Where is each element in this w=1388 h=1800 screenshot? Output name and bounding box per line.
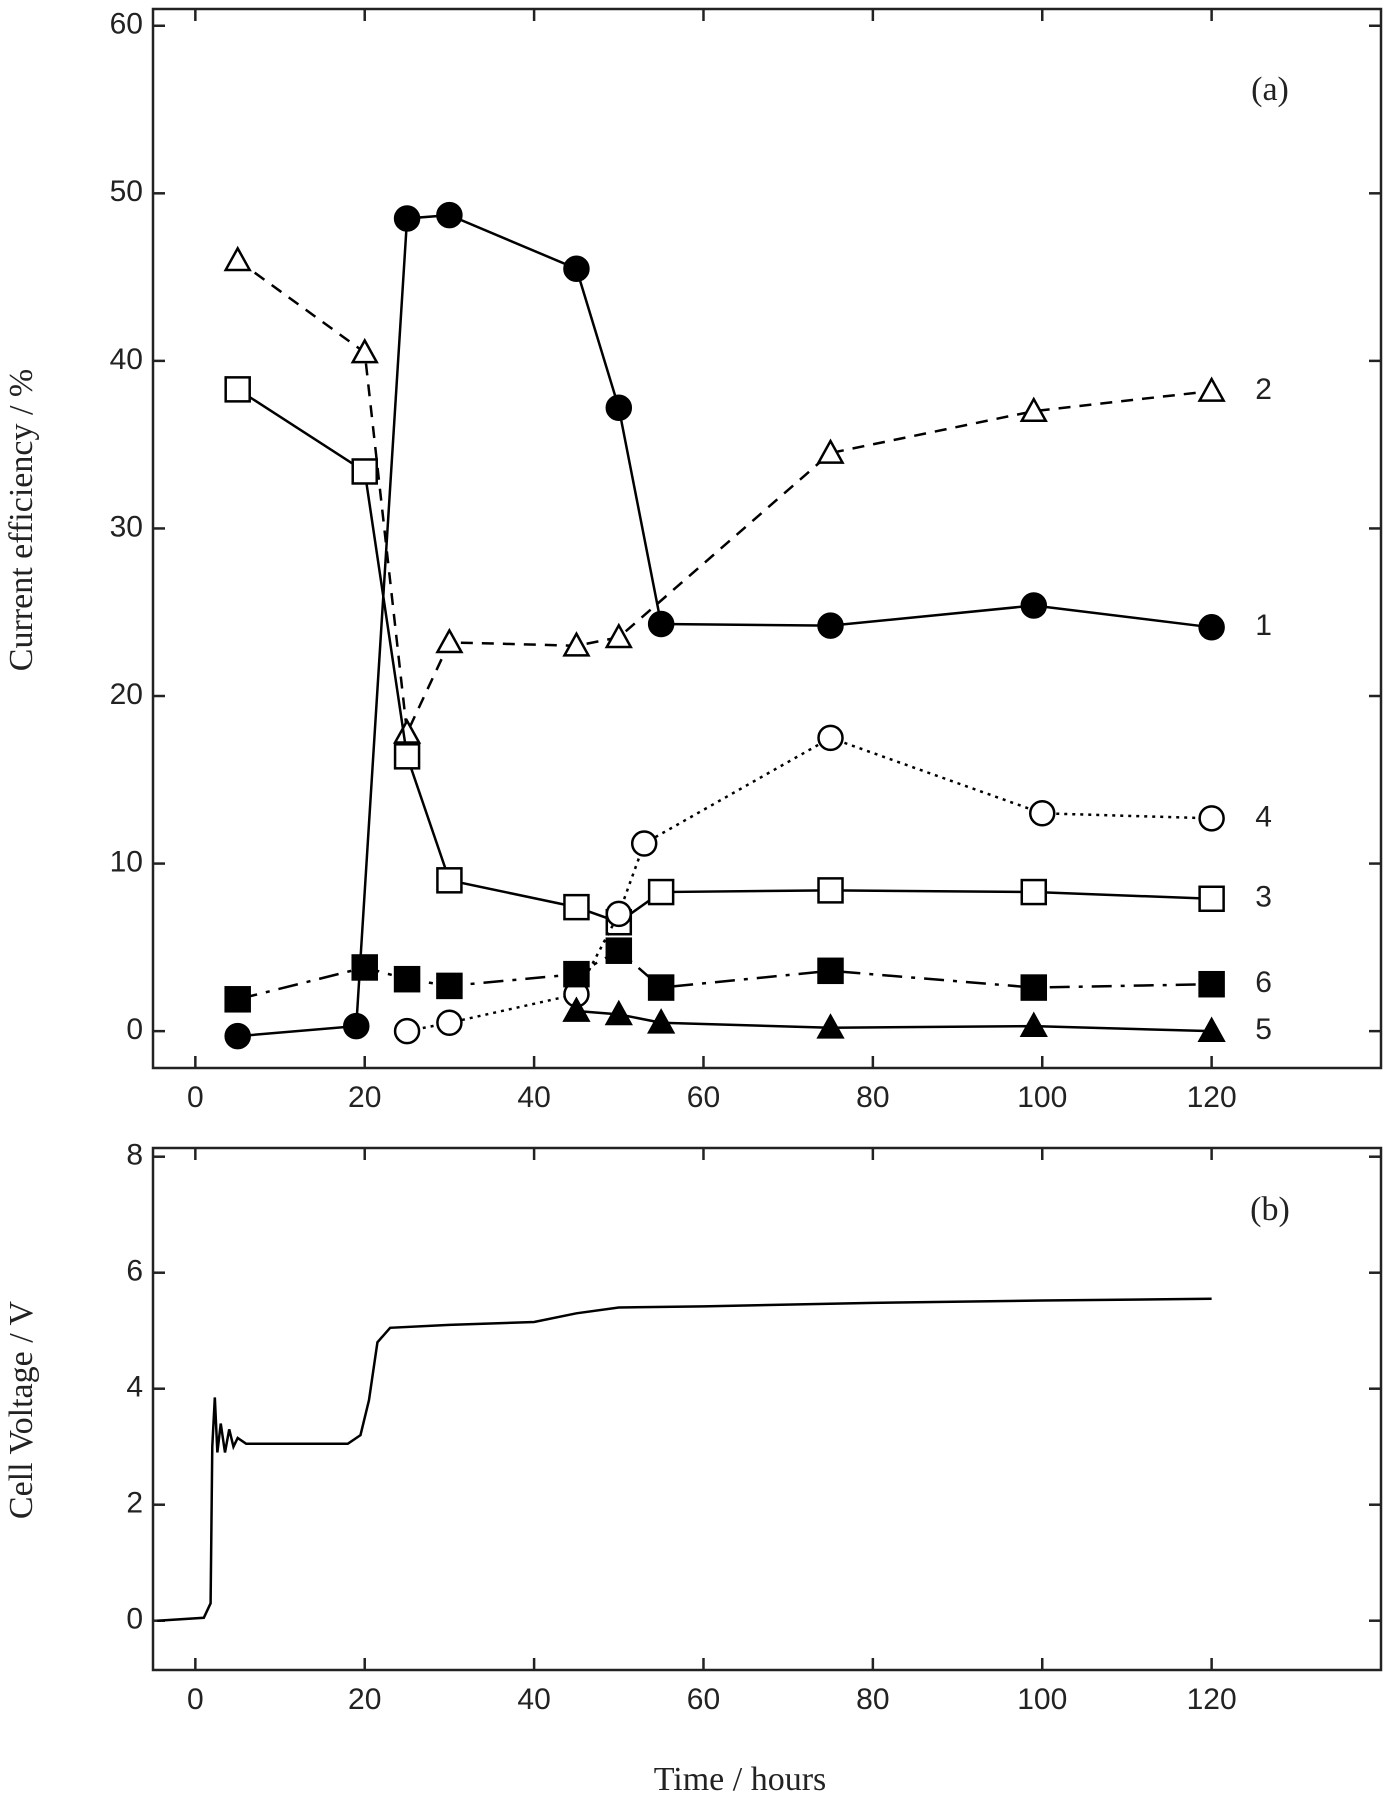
- marker: [435, 627, 464, 654]
- x-axis-title: Time / hours: [654, 1761, 827, 1798]
- x-tick-label: 0: [187, 1683, 204, 1716]
- y-tick-label: 4: [126, 1371, 143, 1404]
- marker: [343, 1012, 370, 1040]
- series-line: [237, 388, 1212, 924]
- y-tick-label: 0: [126, 1603, 143, 1636]
- marker: [1198, 614, 1225, 641]
- marker: [647, 610, 675, 638]
- series-label: 2: [1255, 373, 1272, 406]
- marker: [392, 718, 422, 744]
- x-tick-label: 40: [517, 1683, 550, 1716]
- marker: [1197, 376, 1226, 402]
- plot-frame: [151, 1146, 1383, 1672]
- marker: [1198, 885, 1225, 913]
- marker: [1020, 974, 1048, 1001]
- y-tick-label: 8: [126, 1139, 143, 1172]
- y-tick-label: 2: [126, 1487, 143, 1520]
- marker: [605, 394, 633, 422]
- marker: [1019, 1011, 1048, 1037]
- marker: [1197, 1016, 1226, 1042]
- marker: [1019, 396, 1048, 423]
- marker: [436, 1009, 463, 1037]
- marker: [436, 867, 463, 894]
- series-line: [237, 949, 1212, 1001]
- x-tick-label: 120: [1187, 1683, 1237, 1716]
- marker: [393, 965, 421, 993]
- marker: [1020, 592, 1048, 619]
- panel-label: (a): [1251, 71, 1289, 108]
- series-line: [237, 213, 1212, 1038]
- marker: [562, 631, 591, 657]
- marker: [351, 458, 378, 485]
- marker: [563, 255, 590, 282]
- series-line: [157, 1297, 1212, 1622]
- series-label: 3: [1255, 881, 1272, 914]
- y-tick-label: 60: [110, 8, 143, 41]
- marker: [1028, 800, 1056, 827]
- marker: [816, 438, 845, 464]
- y-tick-label: 0: [126, 1013, 143, 1046]
- marker: [563, 893, 590, 921]
- marker: [817, 724, 844, 752]
- marker: [436, 201, 463, 229]
- marker: [1020, 878, 1048, 906]
- y-axis-title: Cell Voltage / V: [3, 1300, 40, 1519]
- x-tick-label: 40: [517, 1081, 550, 1114]
- marker: [393, 743, 421, 770]
- marker: [393, 205, 421, 232]
- marker: [647, 878, 675, 906]
- x-tick-label: 60: [687, 1683, 720, 1716]
- y-tick-label: 6: [126, 1255, 143, 1288]
- x-tick-label: 80: [856, 1081, 889, 1114]
- marker: [393, 1017, 421, 1045]
- y-tick-label: 10: [110, 845, 143, 878]
- x-tick-label: 100: [1017, 1683, 1067, 1716]
- x-tick-label: 100: [1017, 1081, 1067, 1114]
- series-line: [406, 736, 1212, 1033]
- x-tick-label: 120: [1187, 1081, 1237, 1114]
- marker: [817, 877, 844, 904]
- marker: [630, 830, 658, 857]
- y-tick-label: 30: [110, 510, 143, 543]
- marker: [436, 972, 463, 1000]
- series-label: 5: [1255, 1013, 1272, 1046]
- x-tick-label: 20: [348, 1081, 381, 1114]
- x-tick-label: 0: [187, 1081, 204, 1114]
- marker: [605, 937, 633, 964]
- marker: [563, 960, 590, 988]
- y-tick-label: 50: [110, 175, 143, 208]
- marker: [647, 1008, 676, 1034]
- plot-frame: [151, 7, 1383, 1070]
- panel-label: (b): [1250, 1191, 1290, 1228]
- marker: [817, 612, 844, 639]
- marker: [604, 622, 633, 649]
- marker: [350, 337, 379, 364]
- y-tick-label: 40: [110, 343, 143, 376]
- marker: [351, 954, 378, 981]
- marker: [604, 999, 633, 1026]
- x-tick-label: 60: [687, 1081, 720, 1114]
- marker: [816, 1013, 845, 1039]
- marker: [224, 986, 251, 1013]
- marker: [647, 974, 675, 1001]
- x-tick-label: 80: [856, 1683, 889, 1716]
- marker: [817, 957, 844, 985]
- series-label: 1: [1255, 609, 1272, 642]
- marker: [224, 1022, 251, 1050]
- marker: [605, 900, 633, 928]
- x-tick-label: 20: [348, 1683, 381, 1716]
- marker: [224, 376, 251, 403]
- marker: [562, 996, 591, 1022]
- series-label: 4: [1255, 800, 1272, 833]
- marker: [1198, 805, 1225, 832]
- marker: [1198, 970, 1225, 998]
- y-tick-label: 20: [110, 678, 143, 711]
- series-label: 6: [1255, 966, 1272, 999]
- series-line: [236, 259, 1212, 738]
- marker: [223, 245, 252, 272]
- y-axis-title: Current efficiency / %: [3, 369, 40, 671]
